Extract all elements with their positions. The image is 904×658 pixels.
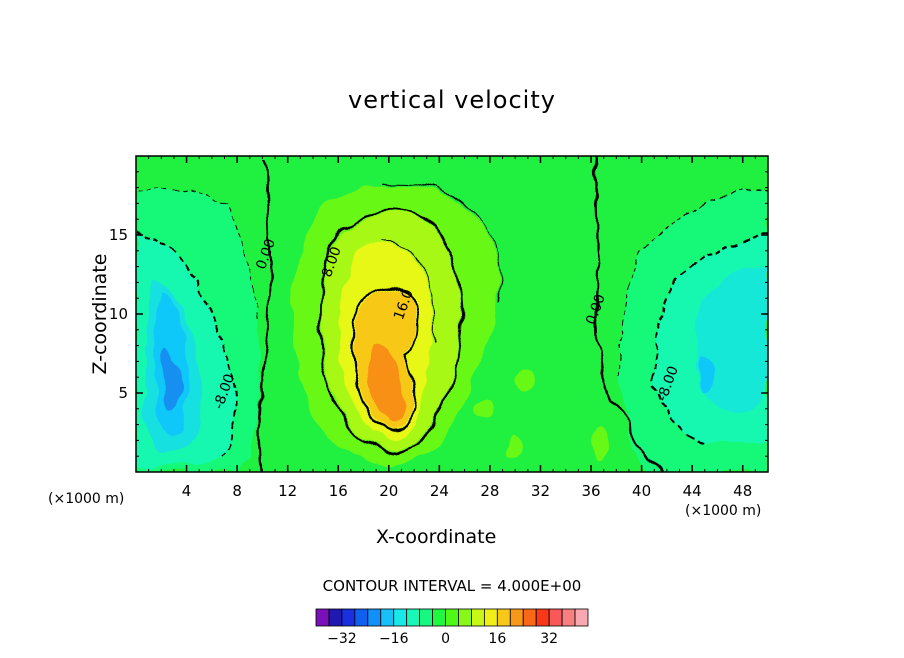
colorbar-swatch [561,608,576,627]
x-axis-title: X-coordinate [376,526,497,548]
x-units-label-right: (×1000 m) [685,503,762,519]
contour-lines [136,156,768,472]
left-downdraft [136,189,259,472]
colorbar-swatch [419,608,433,627]
colorbar-swatch [315,608,330,627]
x-tick-label: 28 [480,482,499,500]
colorbar-swatch [432,608,446,627]
right-downdraft [620,190,768,472]
colorbar-tick-label: 16 [488,631,506,647]
updraft-line-8 [318,208,464,456]
y-axis: 5 10 15 [109,155,768,473]
y-tick-label: 10 [109,305,128,323]
colorbar-swatch [393,608,408,627]
colorbar-swatch [445,608,459,627]
y-axis-title: Z-coordinate [89,253,111,375]
colorbar-tick-label: 0 [441,631,450,647]
patch-d [592,427,608,463]
left-dashed-1 [136,231,237,456]
colorbar-swatch [509,608,524,627]
updraft-line-16 [350,284,418,434]
patch-b [517,366,535,390]
left-core-inner [161,350,180,411]
x-tick-label: 32 [531,482,550,500]
updraft-line-4 [379,182,504,307]
x-tick-label: 4 [182,482,192,500]
colorbar-swatch [535,608,550,627]
colorbar-swatch [548,608,563,627]
x-tick-label: 24 [430,482,449,500]
colorbar-swatch [574,608,589,627]
colorbar-swatch [406,608,421,627]
x-tick-label: 40 [632,482,651,500]
updraft-20 [367,345,404,423]
plot-area [136,156,768,472]
chart-title: vertical velocity [348,86,556,114]
left-dashed-2 [136,188,259,321]
patch-c [506,434,520,458]
colorbar-swatch [483,608,498,627]
colorbar-swatch [458,608,472,627]
updraft-line-12 [381,239,436,342]
colorbar-swatch [367,608,382,627]
colorbar: −32 −16 0 16 32 [315,608,589,647]
y-tick-label: 5 [118,384,128,402]
zero-line-left [257,156,272,472]
contour-interval-text: CONTOUR INTERVAL = 4.000E+00 [322,577,582,595]
colorbar-swatch [522,608,537,627]
colorbar-tick-label: −16 [379,631,409,647]
patch-a [474,400,494,416]
x-tick-label: 44 [683,482,702,500]
colorbar-tick-label: 32 [540,631,558,647]
x-tick-label: 20 [379,482,398,500]
x-tick-label: 36 [581,482,600,500]
colorbar-swatch [380,608,395,627]
x-axis: 4 8 12 16 20 24 28 32 36 40 44 48 [135,156,769,500]
right-dashed-1 [653,235,768,441]
colorbar-swatch [328,608,343,627]
x-tick-label: 16 [329,482,348,500]
colorbar-tick-label: −32 [327,631,357,647]
small-patches [474,366,608,463]
x-units-label-left: (×1000 m) [48,491,125,507]
right-dashed-2 [619,189,768,381]
y-tick-label: 15 [109,226,128,244]
x-tick-label: 48 [733,482,752,500]
x-tick-label: 8 [232,482,242,500]
colorbar-swatch [471,608,485,627]
colorbar-swatch [496,608,511,627]
colorbar-swatch [354,608,369,627]
colorbar-swatch [341,608,356,627]
zero-line-right [593,156,661,472]
right-core [698,354,716,395]
x-tick-label: 12 [278,482,297,500]
